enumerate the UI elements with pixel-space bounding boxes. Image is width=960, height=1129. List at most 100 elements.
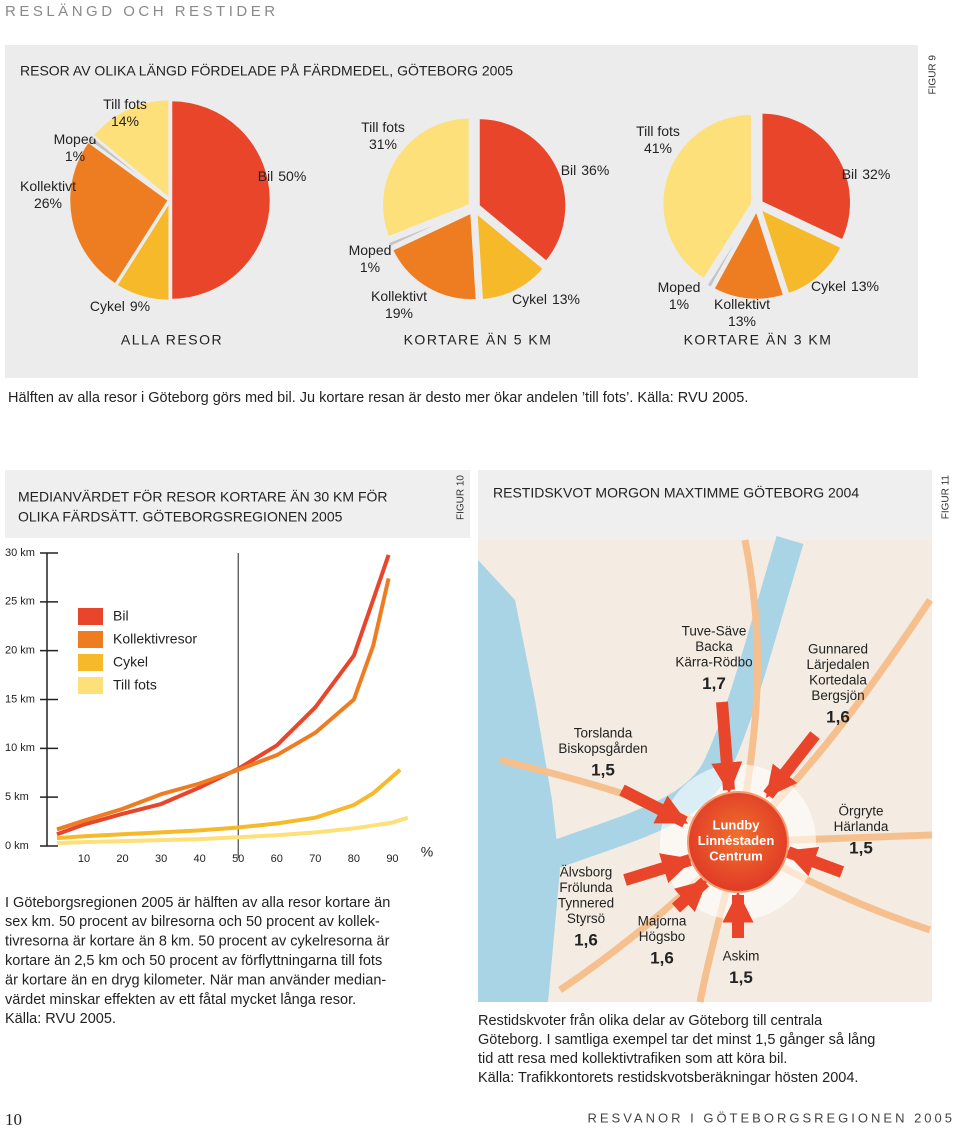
pie-slice [90,97,171,202]
slice-name: Kollektivt [714,296,770,312]
caption-line: tid att resa med kollektivtrafiken som a… [478,1051,787,1067]
slice-name: Moped [349,242,392,258]
x-axis-label: % [421,844,433,860]
area-ratio: 1,5 [849,838,873,857]
slice-name: Moped [658,279,701,295]
figure-title: RESTIDSKVOT MORGON MAXTIMME GÖTEBORG 200… [493,484,859,501]
area-ratio: 1,6 [650,948,674,967]
area-name: Kortedala [809,673,867,688]
series-line [56,815,409,846]
area-name: Kärra-Rödbo [675,655,752,670]
slice-value: 1% [65,148,85,164]
area-name: Tuve-Säve [682,624,747,639]
figure-title: OLIKA FÄRDSÄTT. GÖTEBORGSREGIONEN 2005 [18,508,343,525]
pie-slice [711,206,786,302]
slice-value: 9% [130,298,150,314]
pie-title: KORTARE ÄN 3 KM [684,332,833,348]
slice-name: Moped [54,131,97,147]
pie-title: KORTARE ÄN 5 KM [404,332,553,348]
pie-slice [759,111,853,243]
area-name: Lärjedalen [806,657,869,672]
slice-label: Cykel 9% [90,298,150,314]
figure-label: FIGUR 11 [941,475,952,520]
area-ratio: 1,7 [702,674,726,693]
slice-name: Bil [258,168,274,184]
y-tick-label: 5 km [5,791,29,803]
slice-label: Kollektivt 26% [20,178,76,211]
page-number: 10 [5,1110,22,1129]
area-name: Härlanda [834,819,889,834]
pie-title: ALLA RESOR [121,332,223,348]
slice-label: Cykel 13% [512,291,580,307]
slice-name: Kollektivt [371,288,427,304]
y-tick-label: 15 km [5,693,35,705]
area-ratio: 1,5 [591,760,615,779]
area-name: Frölunda [559,880,613,895]
slice-name: Till fots [361,119,405,135]
area-name: Backa [695,639,733,654]
center-name: Centrum [709,848,762,863]
slice-value: 1% [669,296,689,312]
area-ratio: 1,6 [574,930,598,949]
x-tick-label: 10 [78,853,90,865]
pie-slice [385,208,470,250]
slice-value: 19% [385,305,413,321]
pie-slice [477,116,568,264]
slice-label: Moped 1% [54,131,97,164]
slice-label: Cykel 13% [811,278,879,294]
slice-value: 32% [862,166,890,182]
slice-name: Cykel [90,298,125,314]
legend-swatch [78,608,103,625]
slice-value: 13% [728,313,756,329]
slice-value: 13% [851,278,879,294]
area-name: Majorna [638,914,687,929]
area-name: Tynnered [558,896,614,911]
map-center [687,791,789,893]
area-name: Älvsborg [560,865,613,880]
slice-name: Bil [842,166,858,182]
slice-label: Moped 1% [349,242,392,275]
slice-name: Till fots [103,96,147,112]
slice-name: Cykel [811,278,846,294]
legend-label: Cykel [113,654,148,670]
x-tick-label: 50 [232,853,244,865]
slice-name: Bil [561,162,577,178]
area-name: Örgryte [838,804,883,819]
line-chart: 0 km 5 km 10 km 15 km 20 km 25 km 30 km 10 20 30 4… [5,547,433,865]
caption-line: Källa: Trafikkontorets restidskvotsberäk… [478,1070,858,1086]
pie-slice [704,208,756,290]
y-tick-label: 0 km [5,840,29,852]
slice-value: 1% [360,259,380,275]
figure-title: MEDIANVÄRDET FÖR RESOR KORTARE ÄN 30 KM … [18,488,388,505]
caption-line: är kortare än en dryg kilometer. När man… [5,972,386,988]
legend-label: Bil [113,608,129,624]
figure-title-box [5,470,470,538]
map-sea [478,560,560,1002]
slice-label: Kollektivt 19% [371,288,427,321]
slice-label: Kollektivt 13% [714,296,770,329]
y-tick-label: 30 km [5,547,35,559]
pie-slice [390,210,479,302]
series-line [56,577,391,832]
figure-caption: Restidskvoter från olika delar av Götebo… [478,1013,875,1086]
caption-line: sex km. 50 procent av bilresorna och 50 … [5,914,380,930]
pie-slice [660,112,754,282]
slice-value: 50% [278,168,306,184]
caption-line: Restidskvoter från olika delar av Götebo… [478,1013,823,1029]
area-ratio: 1,5 [729,968,753,987]
legend-swatch [78,631,103,648]
legend-label: Till fots [113,677,157,693]
caption-line: kortare än 2,5 km och 50 procent av förf… [5,953,382,969]
pie-slice [169,98,273,302]
map-arrows [619,701,845,938]
slice-name: Till fots [636,123,680,139]
slice-value: 13% [552,291,580,307]
area-ratio: 1,6 [826,707,850,726]
slice-label: Till fots 31% [361,119,405,152]
x-tick-label: 90 [386,853,398,865]
y-tick-label: 10 km [5,742,35,754]
map [478,535,933,1003]
area-name: Högsbo [639,929,686,944]
caption-line: I Göteborgsregionen 2005 är hälften av a… [5,895,390,911]
